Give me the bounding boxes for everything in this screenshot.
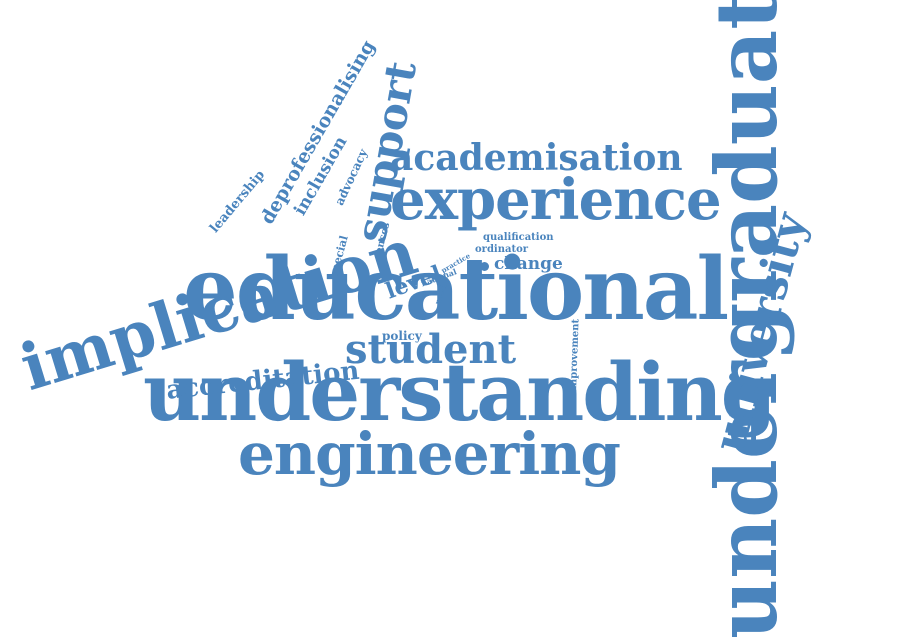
word-experience: experience <box>390 172 721 228</box>
dot-mark <box>480 262 489 271</box>
word-academisation: academisation <box>390 140 683 176</box>
word-qualification: qualification <box>483 233 554 243</box>
word-engineering: engineering <box>238 425 620 483</box>
word-policy: policy <box>382 330 422 342</box>
word-leadership: leadership <box>208 168 267 235</box>
word-change: change <box>494 256 563 273</box>
word-student: student <box>345 330 516 370</box>
word-ordinator: ordinator <box>475 245 528 255</box>
